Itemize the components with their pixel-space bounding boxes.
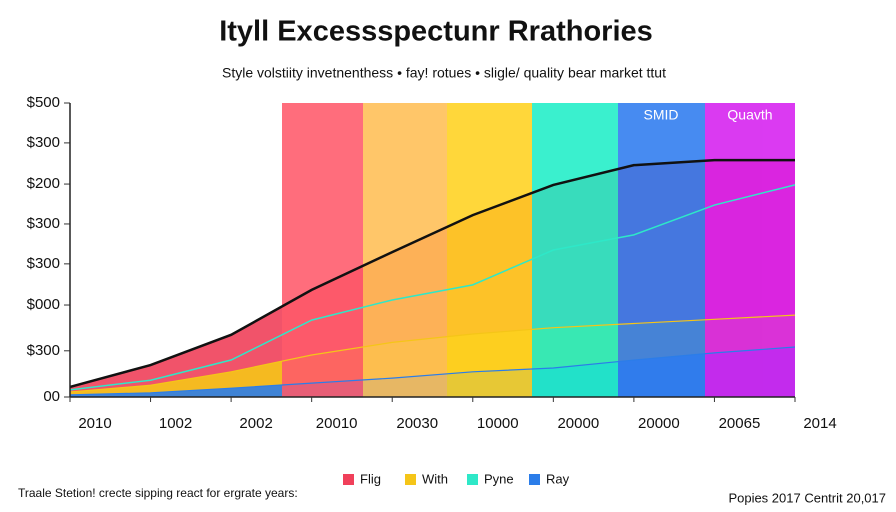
series-line	[69, 314, 796, 393]
y-tick-label: $300	[27, 342, 60, 359]
y-tick-label: 00	[43, 388, 60, 405]
x-tick-label: 20030	[396, 415, 438, 432]
x-tick-label: 2002	[239, 415, 272, 432]
band	[532, 103, 618, 397]
y-tick-label: $200	[27, 175, 60, 192]
series-line	[69, 184, 796, 391]
x-tick-label: 2010	[78, 415, 111, 432]
legend-swatch	[467, 474, 478, 485]
x-tick-label: 2014	[803, 415, 836, 432]
lines	[69, 158, 796, 396]
bands	[282, 103, 795, 397]
x-tick-label: 10000	[477, 415, 519, 432]
x-tick-label: 20065	[719, 415, 761, 432]
x-tick-label: 1002	[159, 415, 192, 432]
series-line	[69, 346, 796, 396]
legend-label: Pyne	[484, 471, 514, 486]
y-tick-label: $300	[27, 215, 60, 232]
legend-swatch	[405, 474, 416, 485]
footer-note: Traale Stetion! crecte sipping react for…	[18, 486, 298, 500]
series-line	[69, 158, 795, 389]
footer-source: Popies 2017 Centrit 20,017	[728, 490, 886, 505]
legend-label: Flig	[360, 471, 381, 486]
band	[363, 103, 447, 397]
band-label: Quavth	[727, 107, 772, 123]
band-label: SMID	[644, 107, 679, 123]
chart-subtitle: Style volstiity invetnenthess • fay! rot…	[222, 65, 666, 81]
legend-swatch	[343, 474, 354, 485]
y-tick-label: $300	[27, 255, 60, 272]
y-tick-label: $300	[27, 134, 60, 151]
x-tick-label: 20000	[557, 415, 599, 432]
legend-label: Ray	[546, 471, 570, 486]
x-tick-label: 20000	[638, 415, 680, 432]
x-tick-label: 20010	[316, 415, 358, 432]
band	[618, 103, 705, 397]
chart-title: Ityll Excessspectunr Rrathories	[219, 16, 653, 48]
legend-label: With	[422, 471, 448, 486]
y-tick-label: $500	[27, 94, 60, 111]
legend-swatch	[529, 474, 540, 485]
band	[447, 103, 532, 397]
band	[282, 103, 363, 397]
y-tick-label: $000	[27, 296, 60, 313]
